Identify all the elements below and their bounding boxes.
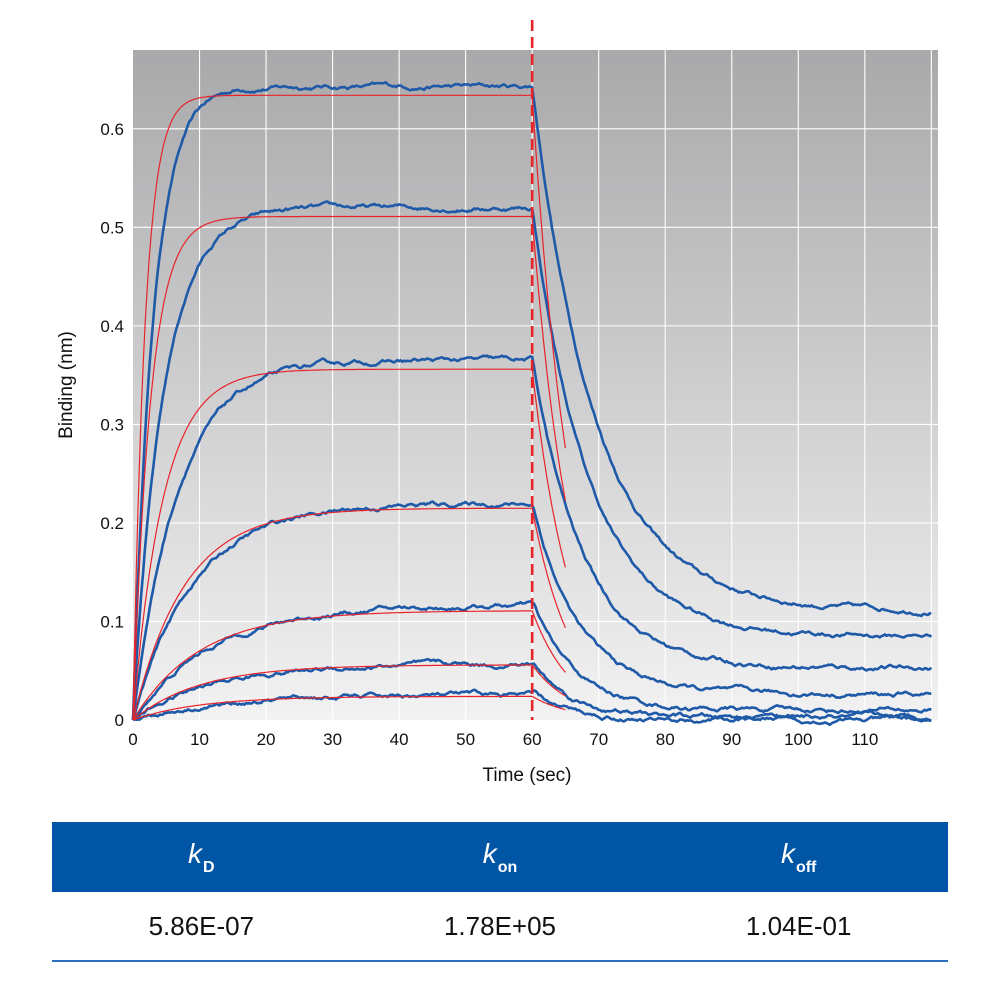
- y-axis-label: Binding (nm): [56, 331, 77, 439]
- x-tick-label: 50: [456, 730, 475, 749]
- x-tick-label: 0: [128, 730, 137, 749]
- y-tick-label: 0.2: [100, 514, 124, 533]
- x-tick-label: 70: [589, 730, 608, 749]
- fit-curve: [132, 215, 566, 721]
- x-tick-label: 60: [523, 730, 542, 749]
- sensorgram-curve: [131, 354, 933, 721]
- header-kd: kD: [188, 837, 215, 876]
- kinetics-table: kD kon koff 5.86E-07 1.78E+05 1.04E-01: [52, 822, 948, 962]
- x-tick-label: 90: [722, 730, 741, 749]
- fit-curve: [132, 94, 566, 721]
- value-kon: 1.78E+05: [443, 910, 557, 941]
- y-axis-ticks: 0 0.1 0.2 0.3 0.4 0.5 0.6: [100, 120, 124, 730]
- header-kon: kon: [482, 837, 518, 876]
- y-tick-label: 0.4: [100, 317, 124, 336]
- fit-curve: [132, 695, 566, 721]
- table-header-row: kD kon koff: [52, 822, 948, 892]
- x-axis-ticks: 0 10 20 30 40 50 60 70 80 90 100 110: [128, 730, 878, 749]
- fit-curves: [132, 94, 566, 721]
- x-tick-label: 40: [390, 730, 409, 749]
- header-koff: koff: [780, 837, 817, 876]
- fit-curve: [132, 507, 566, 721]
- binding-kinetics-chart: 0 10 20 30 40 50 60 70 80 90 100 110 00.10.20.30.40…: [56, 20, 938, 786]
- y-tick-label: 0.5: [100, 218, 124, 237]
- y-tick-label: 0.3: [100, 415, 124, 434]
- grid-lines: [133, 50, 938, 720]
- value-koff: 1.04E-01: [745, 910, 852, 941]
- y-tick-label: 0: [115, 711, 124, 730]
- table-values-row: 5.86E-07 1.78E+05 1.04E-01: [52, 892, 948, 962]
- fit-curve: [132, 368, 566, 721]
- x-tick-label: 30: [323, 730, 342, 749]
- x-tick-label: 100: [784, 730, 812, 749]
- value-kd: 5.86E-07: [148, 910, 255, 941]
- y-tick-label: 0.1: [100, 612, 124, 631]
- y-tick-label: 0.6: [100, 120, 124, 139]
- x-tick-label: 10: [190, 730, 209, 749]
- sensorgram-curve: [131, 81, 932, 721]
- x-tick-label: 110: [851, 730, 878, 749]
- fit-curve: [132, 664, 566, 721]
- x-tick-label: 80: [656, 730, 675, 749]
- x-axis-label: Time (sec): [482, 765, 571, 786]
- x-tick-label: 20: [257, 730, 276, 749]
- sensorgram-curve: [132, 657, 932, 723]
- fit-curve: [132, 610, 566, 721]
